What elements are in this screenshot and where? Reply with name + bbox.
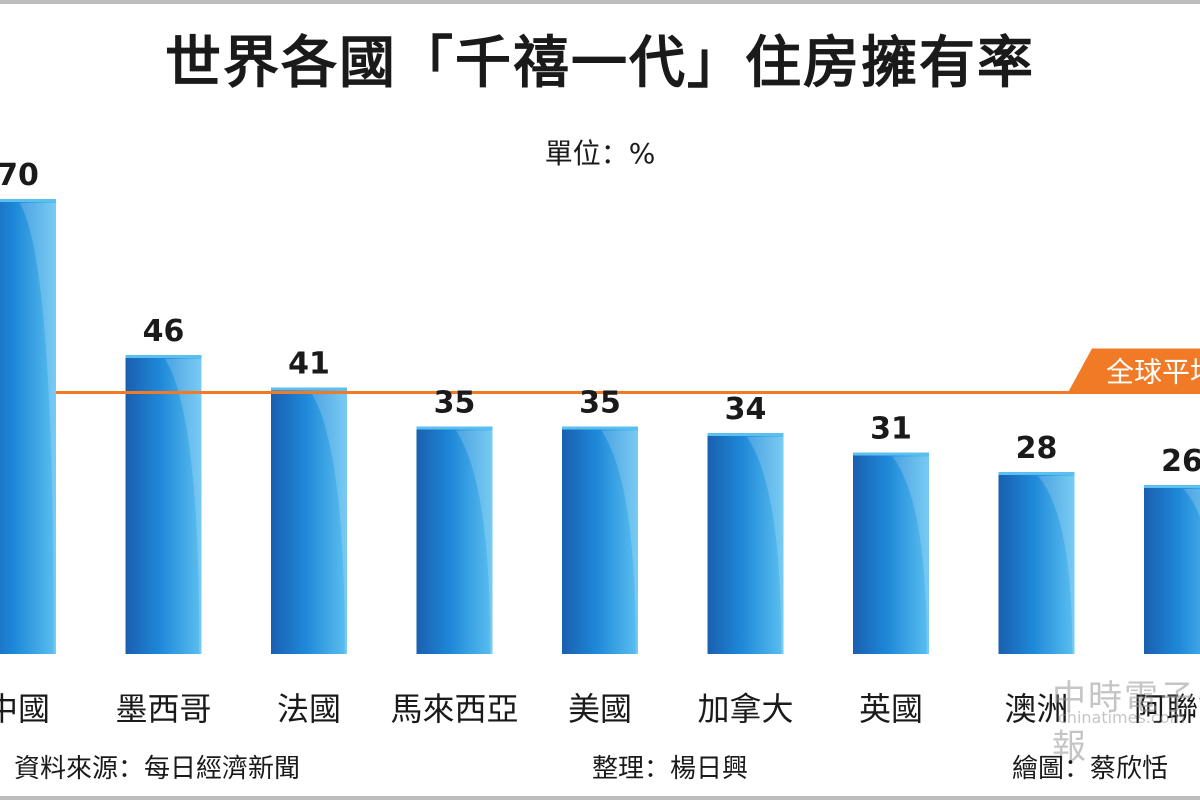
category-label: 法國 xyxy=(277,690,341,728)
bar xyxy=(1144,485,1200,654)
bar-value-label: 70 xyxy=(0,158,39,193)
bar-value-label: 26 xyxy=(1161,444,1200,479)
bar-chart: 全球平均 70 46 41 35 35 34 31 28 26 中國 墨西哥 法國 馬來西亞 美國 加拿大… xyxy=(0,158,1200,728)
bar-cap xyxy=(0,199,56,202)
bar-value-label: 34 xyxy=(725,392,767,427)
unit-label: 單位：% xyxy=(544,137,656,170)
bar-highlight xyxy=(892,456,929,654)
bar-highlight xyxy=(1183,489,1200,517)
bar xyxy=(853,452,929,654)
bar-cap xyxy=(271,387,347,391)
bar-value-label: 35 xyxy=(434,386,476,421)
source-note: 資料來源：每日經濟新聞 xyxy=(14,754,301,784)
bar-value-label: 28 xyxy=(1016,431,1058,466)
bar xyxy=(125,355,202,654)
bar-group xyxy=(998,472,1075,654)
labels-layer: 70 46 41 35 35 34 31 28 26 xyxy=(0,158,1200,479)
bars-layer xyxy=(0,199,1200,654)
chart-title: 世界各國「千禧一代」住房擁有率 xyxy=(165,31,1035,96)
editor-note: 整理：楊日興 xyxy=(592,754,749,784)
bar xyxy=(707,433,784,654)
bar-group xyxy=(1144,485,1200,654)
bar-group xyxy=(271,387,347,654)
bar-highlight xyxy=(19,203,56,654)
bar-highlight xyxy=(1038,476,1075,654)
bar-cap xyxy=(998,472,1075,475)
bar-highlight xyxy=(165,359,202,654)
category-label: 英國 xyxy=(859,690,923,728)
bar-cap xyxy=(853,452,929,456)
bar xyxy=(998,472,1075,654)
bar-group xyxy=(416,426,493,654)
bar-cap xyxy=(125,355,202,358)
bar-highlight xyxy=(456,430,493,654)
bar-group xyxy=(562,426,638,654)
category-label: 澳洲 xyxy=(1004,690,1068,728)
bar-cap xyxy=(707,433,784,436)
category-label: 墨西哥 xyxy=(115,690,211,728)
drawer-note: 繪圖：蔡欣恬 xyxy=(1012,754,1169,784)
bar-highlight xyxy=(601,430,638,654)
bar-value-label: 41 xyxy=(288,347,330,382)
bar-value-label: 46 xyxy=(143,314,185,349)
bar-value-label: 31 xyxy=(870,412,912,447)
bar-group xyxy=(125,355,202,654)
category-label: 馬來西亞 xyxy=(390,690,518,728)
bar xyxy=(416,426,493,654)
category-label: 加拿大 xyxy=(697,690,793,728)
category-label: 中國 xyxy=(0,690,50,728)
average-label: 全球平均 xyxy=(1106,356,1200,389)
average-layer: 全球平均 xyxy=(56,348,1200,394)
bar xyxy=(562,426,638,654)
category-label: 阿聯酋 xyxy=(1134,690,1200,728)
category-labels-layer: 中國 墨西哥 法國 馬來西亞 美國 加拿大 英國 澳洲 阿聯酋 xyxy=(0,690,1200,728)
bar xyxy=(0,199,56,654)
bar-value-label: 35 xyxy=(579,386,621,421)
bar-group xyxy=(853,452,929,654)
bar-group xyxy=(0,199,56,654)
bar-cap xyxy=(1144,485,1200,488)
bar-group xyxy=(707,433,784,654)
bar xyxy=(271,387,347,654)
bar-cap xyxy=(562,426,638,430)
bar-highlight xyxy=(310,391,347,654)
category-label: 美國 xyxy=(568,690,632,728)
bar-cap xyxy=(416,426,493,430)
bar-highlight xyxy=(747,437,784,654)
average-tab xyxy=(1068,348,1200,393)
